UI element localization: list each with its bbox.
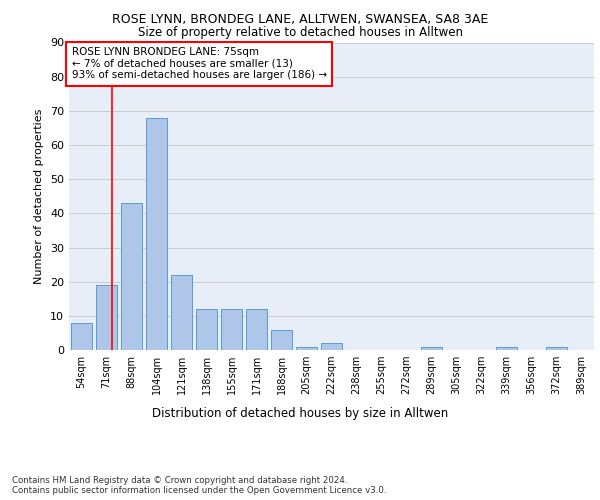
Bar: [96, 285, 117, 350]
Bar: [271, 330, 292, 350]
Bar: [221, 309, 242, 350]
Text: ROSE LYNN, BRONDEG LANE, ALLTWEN, SWANSEA, SA8 3AE: ROSE LYNN, BRONDEG LANE, ALLTWEN, SWANSE…: [112, 12, 488, 26]
Bar: [496, 346, 517, 350]
Bar: [546, 346, 567, 350]
Bar: [171, 275, 192, 350]
Bar: [196, 309, 217, 350]
Y-axis label: Number of detached properties: Number of detached properties: [34, 108, 44, 284]
Text: ROSE LYNN BRONDEG LANE: 75sqm
← 7% of detached houses are smaller (13)
93% of se: ROSE LYNN BRONDEG LANE: 75sqm ← 7% of de…: [71, 47, 327, 80]
Text: Size of property relative to detached houses in Alltwen: Size of property relative to detached ho…: [137, 26, 463, 39]
Text: Distribution of detached houses by size in Alltwen: Distribution of detached houses by size …: [152, 408, 448, 420]
Bar: [321, 343, 342, 350]
Bar: [296, 346, 317, 350]
Bar: [121, 203, 142, 350]
Text: Contains HM Land Registry data © Crown copyright and database right 2024.
Contai: Contains HM Land Registry data © Crown c…: [12, 476, 386, 495]
Bar: [146, 118, 167, 350]
Bar: [421, 346, 442, 350]
Bar: [71, 322, 92, 350]
Bar: [246, 309, 267, 350]
